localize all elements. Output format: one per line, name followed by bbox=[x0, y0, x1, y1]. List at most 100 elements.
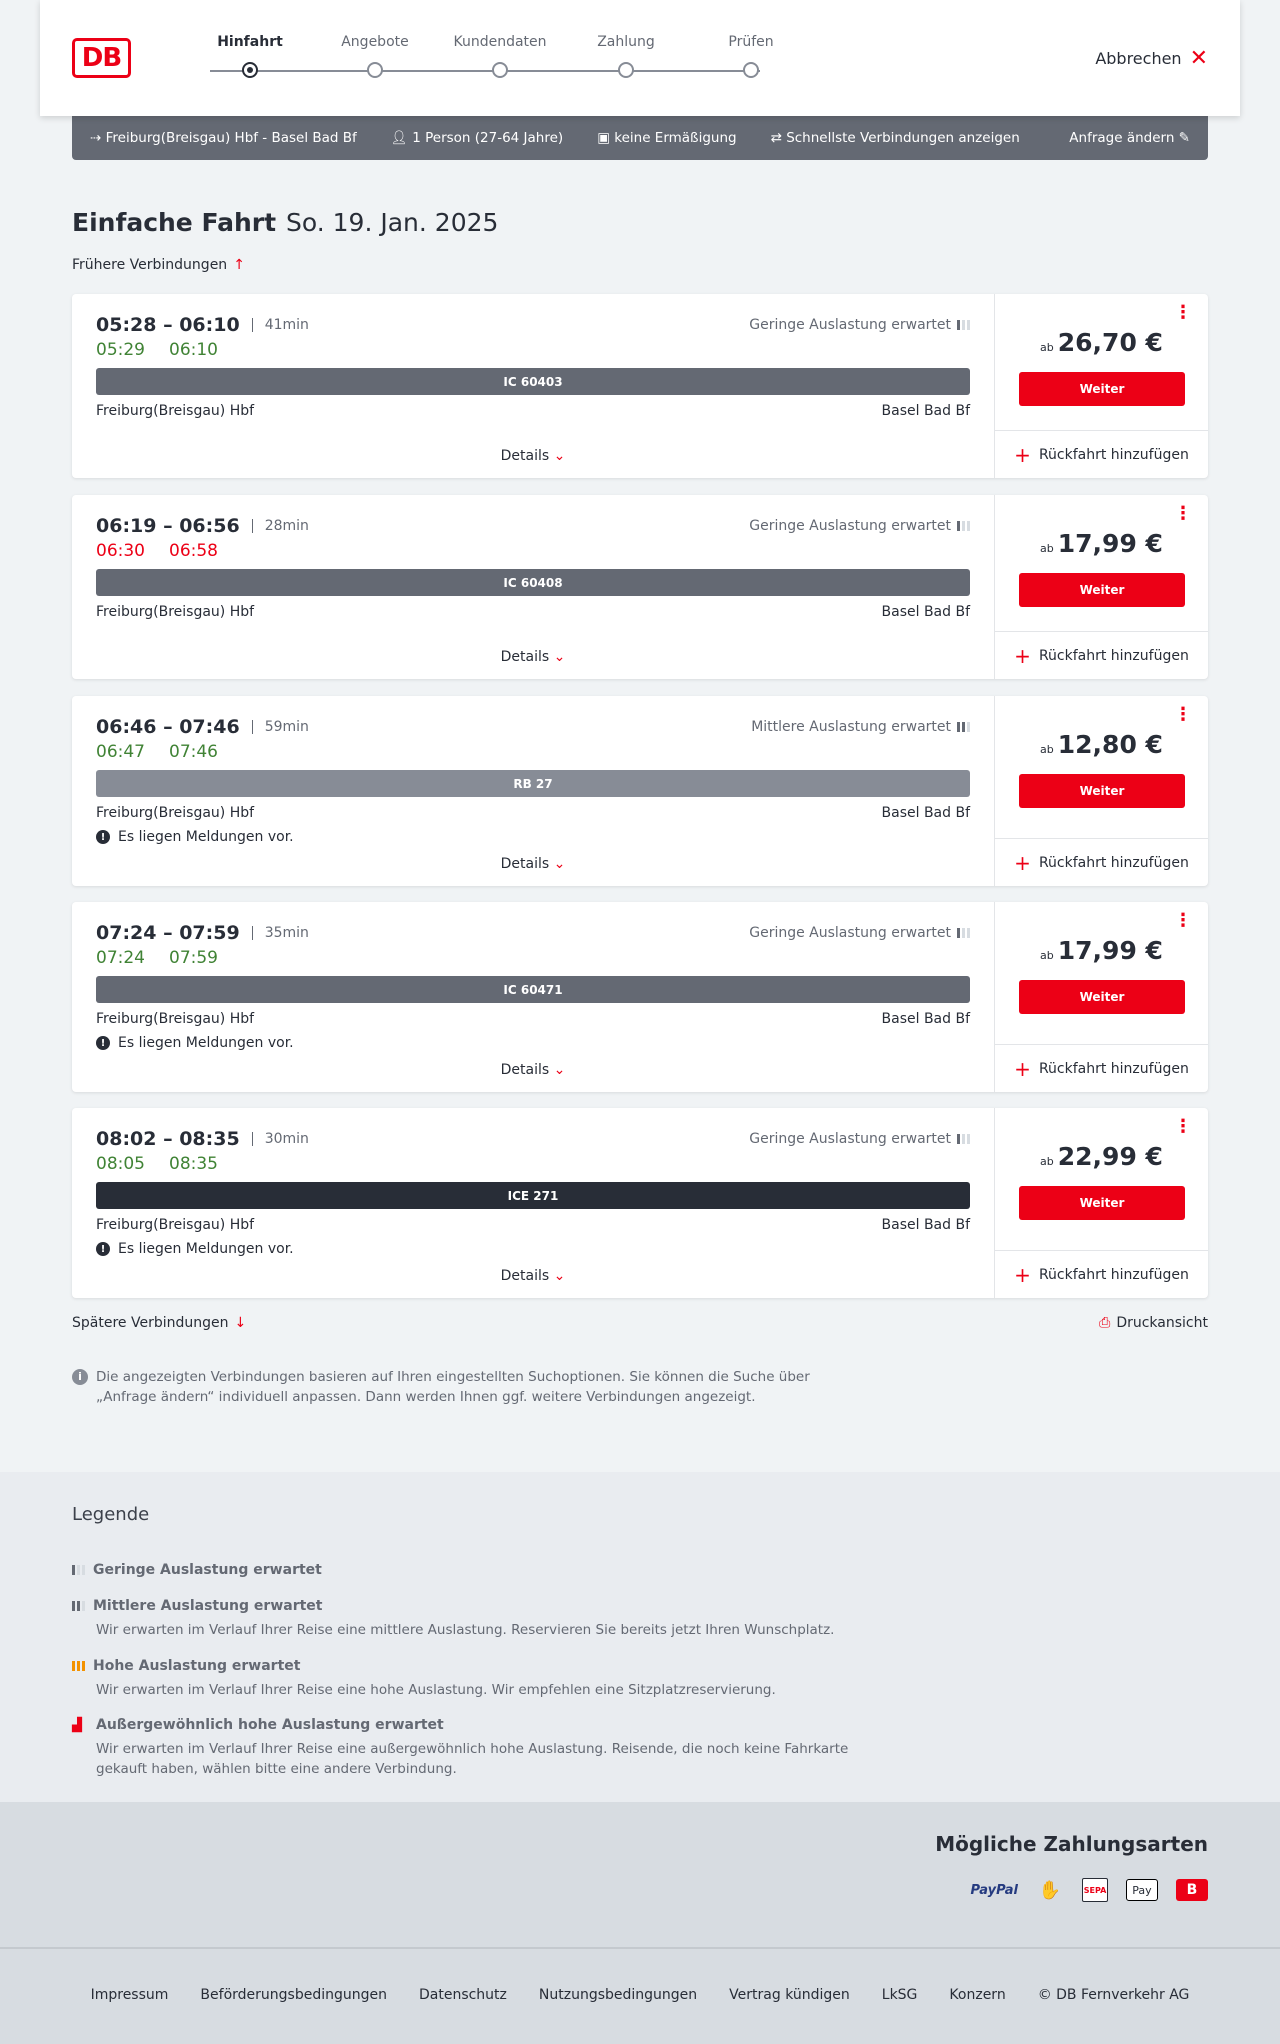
more-options-icon[interactable]: ⋮ bbox=[1174, 302, 1192, 323]
continue-button[interactable]: Weiter bbox=[1019, 372, 1185, 406]
scheduled-time: 08:02 – 08:35 bbox=[96, 1128, 240, 1150]
destination-station: Basel Bad Bf bbox=[881, 403, 970, 419]
footer-link-nutzungsbedingungen[interactable]: Nutzungsbedingungen bbox=[538, 1987, 698, 2003]
train-bar[interactable]: RB 27 bbox=[96, 770, 970, 797]
occupancy-exceptional-icon: ▟ bbox=[72, 1717, 82, 1733]
cancel-button[interactable]: Abbrechen ✕ bbox=[1095, 46, 1208, 71]
legend-item-high: Hohe Auslastung erwartet Wir erwarten im … bbox=[72, 1658, 852, 1700]
edit-request-button[interactable]: Anfrage ändern ✎ bbox=[1069, 130, 1190, 146]
step-hinfahrt: Hinfahrt bbox=[200, 34, 300, 78]
occupancy-icon bbox=[957, 928, 970, 938]
legend-item-exceptional: ▟ Außergewöhnlich hohe Auslastung erwarte… bbox=[72, 1717, 852, 1779]
details-toggle[interactable]: Details ⌄ bbox=[72, 448, 994, 464]
step-label: Zahlung bbox=[597, 34, 655, 50]
print-view-link[interactable]: ⎙ Druckansicht bbox=[1099, 1315, 1208, 1331]
price-prefix: ab bbox=[1040, 1155, 1054, 1168]
price-prefix: ab bbox=[1040, 542, 1054, 555]
add-return-trip-button[interactable]: + Rückfahrt hinzufügen bbox=[995, 838, 1208, 886]
plus-icon: + bbox=[1014, 442, 1031, 467]
destination-station: Basel Bad Bf bbox=[881, 1217, 970, 1233]
continue-button[interactable]: Weiter bbox=[1019, 573, 1185, 607]
add-return-trip-button[interactable]: + Rückfahrt hinzufügen bbox=[995, 631, 1208, 679]
plus-icon: + bbox=[1014, 850, 1031, 875]
connection-info: 07:24 – 07:59 35min Geringe Auslastung erw… bbox=[72, 902, 994, 1092]
details-label: Details bbox=[500, 649, 550, 665]
return-label: Rückfahrt hinzufügen bbox=[1038, 854, 1189, 871]
step-kundendaten: Kundendaten bbox=[450, 34, 550, 78]
step-label: Kundendaten bbox=[453, 34, 547, 50]
legend-item-title: Mittlere Auslastung erwartet bbox=[93, 1598, 323, 1614]
info-text: Die angezeigten Verbindungen basieren au… bbox=[96, 1369, 810, 1405]
details-toggle[interactable]: Details ⌄ bbox=[72, 1062, 994, 1078]
details-toggle[interactable]: Details ⌄ bbox=[72, 856, 994, 872]
continue-button[interactable]: Weiter bbox=[1019, 980, 1185, 1014]
occupancy-label: Geringe Auslastung erwartet bbox=[749, 518, 951, 534]
more-options-icon[interactable]: ⋮ bbox=[1174, 1116, 1192, 1137]
chevron-down-icon: ⌄ bbox=[553, 1268, 566, 1284]
occupancy-icon bbox=[957, 320, 970, 330]
trip-type: Einfache Fahrt bbox=[72, 208, 277, 237]
alert-icon: ! bbox=[96, 1242, 110, 1256]
train-bar[interactable]: IC 60471 bbox=[96, 976, 970, 1003]
message-text: Es liegen Meldungen vor. bbox=[118, 829, 294, 845]
origin-station: Freiburg(Breisgau) Hbf bbox=[96, 805, 255, 821]
legend-item-title: Hohe Auslastung erwartet bbox=[93, 1658, 301, 1674]
footer-link-befoerderungsbedingungen[interactable]: Beförderungsbedingungen bbox=[200, 1987, 387, 2003]
details-toggle[interactable]: Details ⌄ bbox=[72, 1268, 994, 1284]
continue-button[interactable]: Weiter bbox=[1019, 1186, 1185, 1220]
connection-card: 06:19 – 06:56 28min Geringe Auslastung erw… bbox=[72, 495, 1208, 679]
price: ab 17,99 € bbox=[995, 529, 1208, 558]
more-options-icon[interactable]: ⋮ bbox=[1174, 704, 1192, 725]
add-return-trip-button[interactable]: + Rückfahrt hinzufügen bbox=[995, 1044, 1208, 1092]
price: ab 17,99 € bbox=[995, 936, 1208, 965]
occupancy-label: Geringe Auslastung erwartet bbox=[749, 925, 951, 941]
price: ab 22,99 € bbox=[995, 1142, 1208, 1171]
earlier-label: Frühere Verbindungen bbox=[72, 257, 228, 273]
return-label: Rückfahrt hinzufügen bbox=[1038, 1266, 1189, 1283]
step-circle bbox=[743, 62, 759, 78]
duration: 41min bbox=[251, 318, 309, 332]
footer-link-datenschutz[interactable]: Datenschutz bbox=[418, 1987, 507, 2003]
legend-item-title: Geringe Auslastung erwartet bbox=[93, 1562, 322, 1578]
origin-station: Freiburg(Breisgau) Hbf bbox=[96, 604, 255, 620]
plus-icon: + bbox=[1014, 1262, 1031, 1287]
details-toggle[interactable]: Details ⌄ bbox=[72, 649, 994, 665]
more-options-icon[interactable]: ⋮ bbox=[1174, 910, 1192, 931]
origin-station: Freiburg(Breisgau) Hbf bbox=[96, 1217, 255, 1233]
payment-title: Mögliche Zahlungsarten bbox=[935, 1832, 1208, 1856]
train-bar[interactable]: ICE 271 bbox=[96, 1182, 970, 1209]
arrow-up-icon: ↑ bbox=[233, 257, 245, 273]
footer-link-vertrag-kuendigen[interactable]: Vertrag kündigen bbox=[729, 1987, 850, 2003]
occupancy: Geringe Auslastung erwartet bbox=[749, 317, 970, 333]
price: ab 26,70 € bbox=[995, 328, 1208, 357]
occupancy-icon bbox=[957, 1134, 970, 1144]
details-label: Details bbox=[500, 448, 550, 464]
add-return-trip-button[interactable]: + Rückfahrt hinzufügen bbox=[995, 430, 1208, 478]
more-options-icon[interactable]: ⋮ bbox=[1174, 503, 1192, 524]
step-label: Angebote bbox=[341, 34, 409, 50]
add-return-trip-button[interactable]: + Rückfahrt hinzufügen bbox=[995, 1250, 1208, 1298]
legend-title: Legende bbox=[72, 1504, 150, 1525]
legend-item-text: Wir erwarten im Verlauf Ihrer Reise eine… bbox=[96, 1622, 835, 1638]
plus-icon: + bbox=[1014, 1056, 1031, 1081]
db-logo[interactable]: DB bbox=[72, 38, 131, 78]
train-bar[interactable]: IC 60408 bbox=[96, 569, 970, 596]
legend-section: Legende Geringe Auslastung erwartet Mitt… bbox=[0, 1472, 1280, 1802]
footer-link-impressum[interactable]: Impressum bbox=[90, 1987, 169, 2003]
continue-button[interactable]: Weiter bbox=[1019, 774, 1185, 808]
later-connections-link[interactable]: Spätere Verbindungen ↓ bbox=[72, 1315, 246, 1331]
footer-link-konzern[interactable]: Konzern bbox=[949, 1987, 1006, 2003]
train-bar[interactable]: IC 60403 bbox=[96, 368, 970, 395]
scheduled-time: 06:46 – 07:46 bbox=[96, 716, 240, 738]
filter-icon: ⇄ bbox=[770, 130, 787, 146]
earlier-connections-link[interactable]: Frühere Verbindungen ↑ bbox=[72, 257, 245, 273]
legend-item-low: Geringe Auslastung erwartet bbox=[72, 1562, 852, 1578]
footer: Impressum Beförderungsbedingungen Datens… bbox=[0, 1947, 1280, 2044]
occupancy: Geringe Auslastung erwartet bbox=[749, 518, 970, 534]
passengers: 👤︎ 1 Person (27-64 Jahre) bbox=[391, 130, 563, 146]
connection-card: 05:28 – 06:10 41min Geringe Auslastung erw… bbox=[72, 294, 1208, 478]
footer-link-lksg[interactable]: LkSG bbox=[881, 1987, 918, 2003]
connection-info: 08:02 – 08:35 30min Geringe Auslastung erw… bbox=[72, 1108, 994, 1298]
step-angebote: Angebote bbox=[325, 34, 425, 78]
price-prefix: ab bbox=[1040, 949, 1054, 962]
